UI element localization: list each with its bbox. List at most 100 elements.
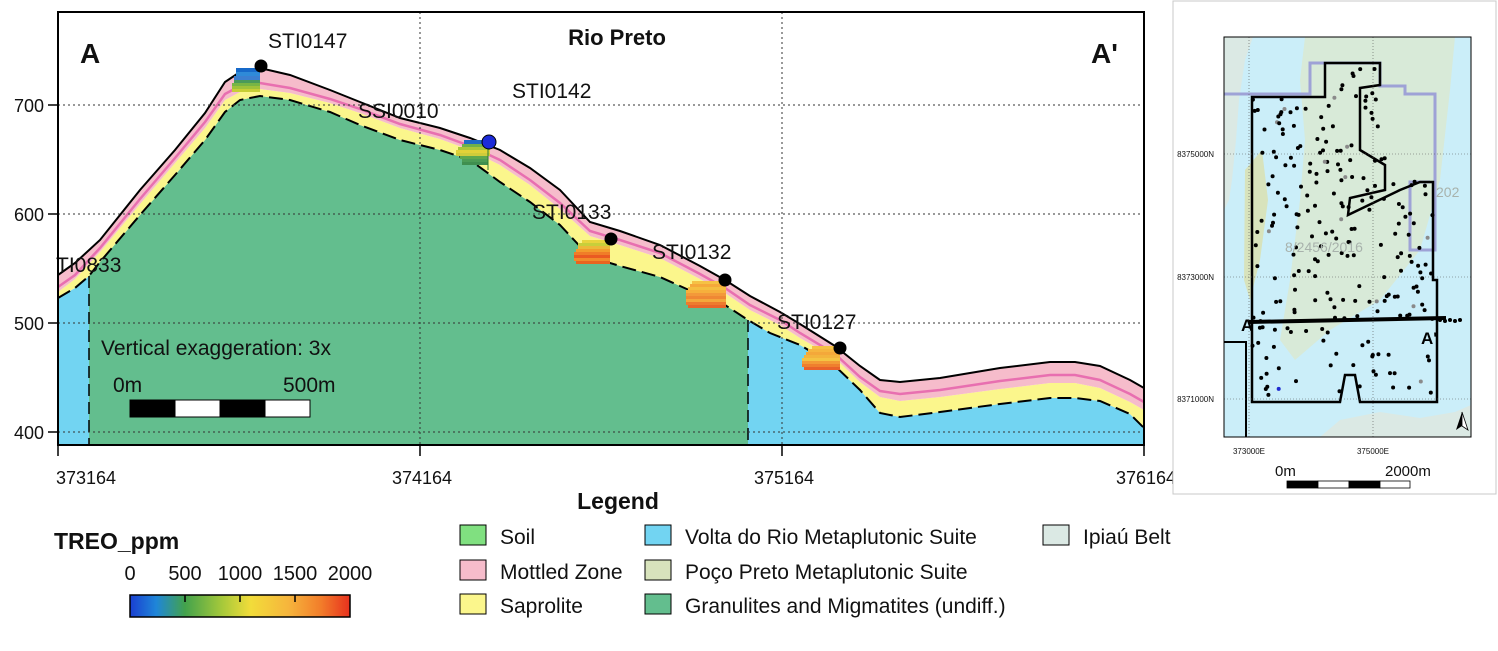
inset-sample-point bbox=[1266, 392, 1271, 397]
legend-swatch-granulites bbox=[644, 593, 672, 615]
inset-sample-point bbox=[1340, 204, 1345, 209]
inset-sample-point bbox=[1408, 211, 1413, 216]
inset-sample-point bbox=[1351, 253, 1356, 258]
grid bbox=[58, 12, 1144, 445]
inset-label-a: A bbox=[1241, 316, 1253, 335]
inset-sample-point bbox=[1338, 167, 1343, 172]
inset-sample-point bbox=[1264, 356, 1269, 360]
label-ti0833: TI0833 bbox=[56, 254, 121, 277]
inset-sample-point bbox=[1423, 192, 1428, 197]
legend-swatch-poco bbox=[644, 559, 672, 581]
inset-sample-point bbox=[1346, 205, 1351, 210]
inset-sample-point bbox=[1369, 110, 1374, 115]
inset-sample-point bbox=[1279, 97, 1284, 102]
inset-sample-point bbox=[1430, 316, 1435, 321]
inset-sample-point bbox=[1351, 363, 1356, 368]
inset-sample-point bbox=[1370, 116, 1375, 121]
inset-sample-point bbox=[1266, 229, 1271, 234]
inset-sample-point bbox=[1399, 268, 1403, 273]
topography-line bbox=[57, 66, 1145, 389]
collar-sti0133 bbox=[604, 232, 618, 246]
drillhole-log-sti0142 bbox=[456, 140, 490, 170]
colorbar-title: TREO_ppm bbox=[54, 528, 179, 554]
inset-sample-point bbox=[1364, 94, 1369, 99]
y-tick-label: 600 bbox=[14, 205, 44, 225]
legend-label-poco: Poço Preto Metaplutonic Suite bbox=[685, 561, 968, 584]
vertical-exaggeration-note: Vertical exaggeration: 3x bbox=[101, 337, 331, 360]
section-frame bbox=[57, 11, 1145, 446]
legend-label-ipiau: Ipiaú Belt bbox=[1083, 526, 1171, 549]
inset-sample-point bbox=[1292, 273, 1297, 278]
label-sti0133: STI0133 bbox=[532, 201, 611, 224]
inset-sample-point bbox=[1315, 259, 1320, 264]
drillhole-logs bbox=[232, 68, 840, 370]
inset-sample-point bbox=[1295, 146, 1300, 150]
inset-sample-point bbox=[1382, 298, 1387, 303]
inset-sample-point bbox=[1443, 319, 1447, 323]
inset-sample-point bbox=[1272, 212, 1277, 217]
inset-sample-point bbox=[1314, 180, 1319, 185]
mottled-inner-line bbox=[57, 81, 1145, 404]
inset-sample-point bbox=[1322, 159, 1327, 164]
inset-sample-point bbox=[1296, 212, 1301, 217]
scale-end-label: 500m bbox=[283, 374, 336, 397]
y-axis: 700 600 500 400 bbox=[14, 96, 58, 443]
inset-sample-point bbox=[1264, 371, 1269, 376]
inset-sample-point bbox=[1255, 230, 1260, 234]
inset-sample-point bbox=[1252, 108, 1257, 113]
colorbar-tick-label: 1500 bbox=[273, 563, 318, 585]
inset-sample-point bbox=[1307, 169, 1312, 174]
inset-sample-point bbox=[1338, 148, 1343, 153]
inset-sample-point bbox=[1386, 352, 1391, 357]
inset-faded-label: 202 bbox=[1436, 184, 1460, 200]
inset-sample-point bbox=[1283, 163, 1288, 168]
inset-sample-point bbox=[1258, 319, 1263, 324]
inset-sample-point bbox=[1285, 326, 1290, 331]
inset-sample-point bbox=[1379, 157, 1384, 162]
inset-map-frame bbox=[1223, 36, 1472, 438]
volta-do-rio-unit-west bbox=[58, 276, 89, 444]
inset-sample-point bbox=[1420, 302, 1425, 307]
x-tick-label: 376164 bbox=[1116, 468, 1176, 488]
inset-sample-point bbox=[1280, 127, 1285, 132]
inset-sample-point bbox=[1326, 252, 1331, 257]
inset-sample-point bbox=[1392, 294, 1397, 299]
inset-sample-point bbox=[1417, 245, 1422, 250]
inset-sample-point bbox=[1354, 94, 1358, 99]
inset-sample-point bbox=[1260, 325, 1265, 330]
inset-sample-point bbox=[1409, 259, 1414, 264]
inset-sample-point bbox=[1339, 217, 1344, 222]
inset-sample-point bbox=[1395, 294, 1400, 299]
inset-sample-point bbox=[1278, 112, 1283, 117]
legend-swatch-ipiau bbox=[1042, 524, 1070, 546]
inset-sample-point bbox=[1384, 294, 1389, 299]
colorbar-tick-label: 2000 bbox=[328, 563, 373, 585]
inset-sample-point bbox=[1288, 155, 1293, 160]
drillhole-log-sti0133 bbox=[574, 240, 610, 264]
inset-sample-point bbox=[1272, 327, 1277, 332]
inset-sample-point bbox=[1321, 338, 1326, 343]
inset-sample-point bbox=[1370, 91, 1375, 96]
inset-sample-point bbox=[1369, 195, 1374, 200]
inset-sample-point bbox=[1361, 176, 1366, 181]
inset-sample-point bbox=[1303, 106, 1308, 111]
inset-map: 202 8/2456/2016 A A' 8375000N 8373000N 8… bbox=[1172, 0, 1497, 495]
inset-sample-point bbox=[1367, 207, 1372, 212]
inset-sample-point bbox=[1288, 110, 1293, 115]
inset-sample-point bbox=[1343, 175, 1348, 180]
inset-sample-point bbox=[1418, 379, 1423, 384]
y-tick-label: 700 bbox=[14, 96, 44, 116]
inset-sample-point bbox=[1271, 344, 1276, 349]
x-tick-label: 375164 bbox=[754, 468, 814, 488]
inset-sample-point bbox=[1373, 158, 1377, 163]
inset-sample-point bbox=[1348, 158, 1353, 163]
inset-sample-point bbox=[1332, 95, 1337, 100]
cross-section-panel: STI0147 SSI0010 STI0142 STI0133 STI0132 … bbox=[14, 11, 1176, 488]
inset-sample-point bbox=[1305, 208, 1310, 213]
inset-poco-preto-strip bbox=[1244, 150, 1268, 300]
inset-sample-point bbox=[1345, 253, 1350, 258]
inset-sample-point bbox=[1291, 252, 1296, 257]
inset-sample-point bbox=[1294, 245, 1298, 250]
inset-tenement-purple bbox=[1224, 61, 1437, 252]
inset-faded-label: 8/2456/2016 bbox=[1285, 239, 1363, 255]
